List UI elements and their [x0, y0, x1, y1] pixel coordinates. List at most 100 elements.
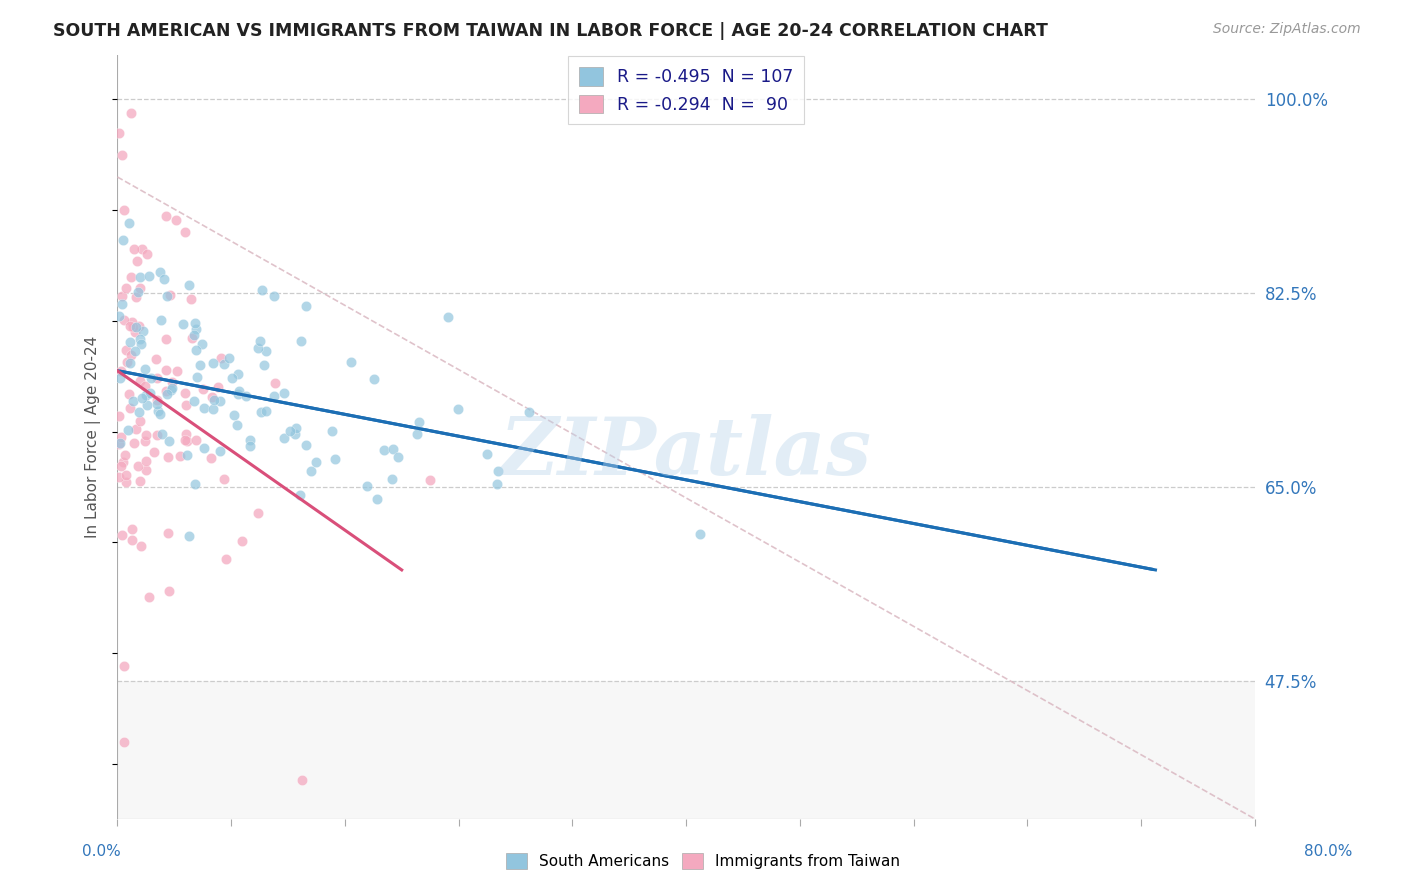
Point	[135, 388, 157, 402]
Point	[124, 242, 146, 256]
Point	[145, 370, 167, 384]
Point	[110, 429, 132, 443]
Point	[129, 414, 152, 428]
Point	[406, 426, 429, 441]
Point	[290, 334, 312, 348]
Point	[149, 265, 172, 279]
Point	[155, 363, 177, 377]
Bar	[117, 681, 1256, 819]
Point	[155, 387, 177, 401]
Point	[246, 341, 269, 355]
Point	[172, 318, 194, 332]
Point	[486, 477, 509, 491]
Point	[124, 325, 146, 339]
Point	[128, 404, 150, 418]
Point	[215, 552, 238, 566]
Point	[120, 270, 142, 285]
Point	[295, 438, 318, 452]
Point	[111, 528, 134, 542]
Point	[129, 374, 152, 388]
Point	[160, 383, 183, 397]
Point	[115, 343, 138, 357]
Point	[107, 310, 129, 324]
Point	[226, 367, 249, 381]
Point	[174, 433, 197, 447]
Point	[408, 415, 430, 429]
Point	[156, 289, 179, 303]
Point	[150, 426, 173, 441]
Point	[176, 434, 198, 448]
Point	[117, 423, 139, 437]
Point	[250, 405, 273, 419]
Point	[138, 268, 160, 283]
Point	[111, 297, 134, 311]
Point	[120, 335, 142, 350]
Point	[381, 442, 404, 457]
Point	[381, 472, 404, 486]
Point	[254, 343, 277, 358]
Point	[305, 455, 328, 469]
Point	[221, 371, 243, 385]
Point	[299, 464, 322, 478]
Point	[134, 434, 156, 448]
Point	[131, 242, 153, 256]
Point	[288, 488, 311, 502]
Point	[118, 401, 141, 416]
Point	[183, 328, 205, 343]
Point	[169, 449, 191, 463]
Point	[212, 357, 235, 371]
Point	[141, 371, 163, 385]
Point	[125, 290, 148, 304]
Point	[228, 384, 250, 398]
Point	[149, 313, 172, 327]
Point	[107, 469, 129, 483]
Point	[110, 459, 132, 474]
Point	[340, 355, 363, 369]
Point	[136, 246, 159, 260]
Point	[174, 225, 197, 239]
Point	[183, 394, 205, 409]
Point	[517, 405, 540, 419]
Point	[112, 203, 135, 218]
Point	[122, 436, 145, 450]
Legend: R = -0.495  N = 107, R = -0.294  N =  90: R = -0.495 N = 107, R = -0.294 N = 90	[568, 56, 804, 124]
Point	[128, 332, 150, 346]
Point	[356, 479, 378, 493]
Point	[186, 370, 208, 384]
Point	[165, 213, 187, 227]
Point	[115, 354, 138, 368]
Point	[207, 380, 229, 394]
Point	[689, 527, 711, 541]
Point	[134, 379, 156, 393]
Point	[146, 393, 169, 408]
Point	[235, 389, 257, 403]
Point	[155, 333, 177, 347]
Point	[162, 381, 184, 395]
Y-axis label: In Labor Force | Age 20-24: In Labor Force | Age 20-24	[86, 336, 101, 538]
Point	[184, 316, 207, 330]
Point	[191, 382, 214, 396]
Point	[246, 507, 269, 521]
Text: SOUTH AMERICAN VS IMMIGRANTS FROM TAIWAN IN LABOR FORCE | AGE 20-24 CORRELATION : SOUTH AMERICAN VS IMMIGRANTS FROM TAIWAN…	[53, 22, 1049, 40]
Point	[129, 474, 152, 488]
Point	[146, 404, 169, 418]
Point	[437, 310, 460, 325]
Legend: South Americans, Immigrants from Taiwan: South Americans, Immigrants from Taiwan	[499, 847, 907, 875]
Point	[115, 475, 138, 489]
Point	[111, 288, 134, 302]
Point	[155, 384, 177, 398]
Point	[264, 376, 287, 391]
Point	[201, 356, 224, 370]
Point	[486, 464, 509, 478]
Point	[273, 386, 295, 401]
Point	[129, 539, 152, 553]
Point	[159, 287, 181, 301]
Point	[124, 344, 146, 359]
Point	[121, 533, 143, 547]
Point	[135, 463, 157, 477]
Point	[184, 343, 207, 357]
Point	[108, 370, 131, 384]
Point	[155, 209, 177, 223]
Point	[193, 401, 215, 415]
Point	[146, 397, 169, 411]
